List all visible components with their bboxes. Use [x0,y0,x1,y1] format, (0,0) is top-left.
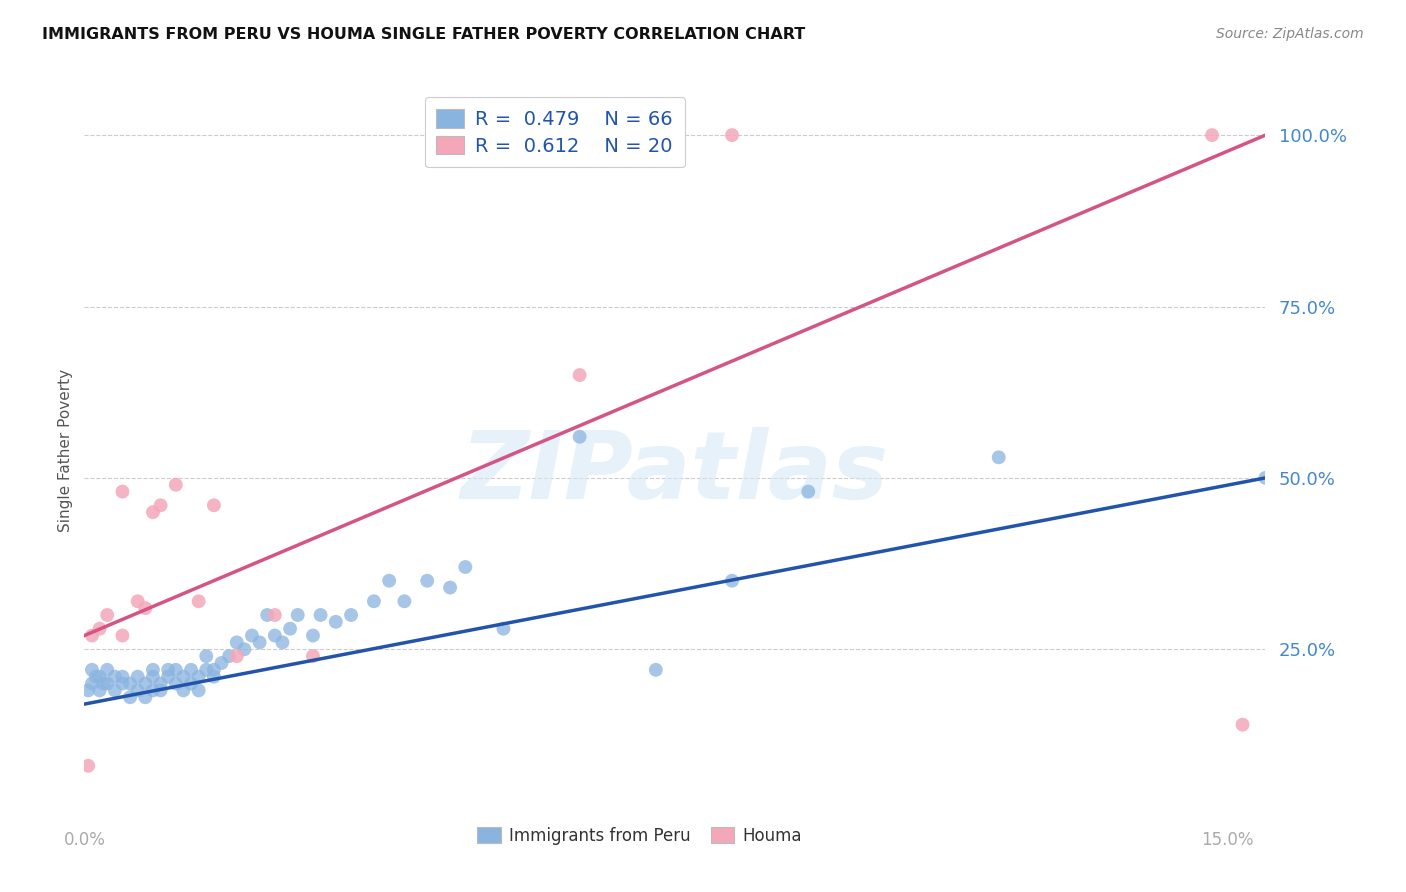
Point [89,622,111,636]
Point [278,622,301,636]
Point [111,484,134,499]
Point [104,683,127,698]
Point [1232,717,1254,731]
Point [157,670,180,684]
Point [104,670,127,684]
Point [195,649,218,664]
Point [568,368,591,382]
Text: ZIPatlas: ZIPatlas [461,426,889,518]
Point [233,642,256,657]
Point [271,635,294,649]
Point [142,683,165,698]
Point [142,670,165,684]
Point [142,505,165,519]
Point [84,670,107,684]
Point [721,574,744,588]
Point [134,601,156,615]
Point [302,628,325,642]
Point [454,560,477,574]
Point [180,676,202,690]
Point [256,607,278,622]
Y-axis label: Single Father Poverty: Single Father Poverty [58,369,73,532]
Point [77,759,100,773]
Point [721,128,744,142]
Point [218,649,240,664]
Point [77,683,100,698]
Point [165,663,187,677]
Point [96,607,118,622]
Point [240,628,263,642]
Point [202,663,225,677]
Point [394,594,416,608]
Point [96,676,118,690]
Point [120,676,142,690]
Point [797,484,820,499]
Point [211,656,233,670]
Point [111,628,134,642]
Point [225,635,247,649]
Point [172,670,194,684]
Point [363,594,385,608]
Point [80,663,103,677]
Point [644,663,666,677]
Point [249,635,271,649]
Point [149,498,172,512]
Point [111,670,134,684]
Point [127,670,149,684]
Point [202,670,225,684]
Point [187,670,209,684]
Point [195,663,218,677]
Point [225,649,247,664]
Point [149,676,172,690]
Point [96,663,118,677]
Point [416,574,439,588]
Point [202,498,225,512]
Point [187,683,209,698]
Point [309,607,332,622]
Legend: Immigrants from Peru, Houma: Immigrants from Peru, Houma [468,818,810,853]
Point [180,663,202,677]
Point [165,676,187,690]
Point [127,594,149,608]
Point [568,430,591,444]
Point [439,581,461,595]
Point [134,676,156,690]
Point [93,676,115,690]
Point [142,663,165,677]
Point [1254,471,1277,485]
Point [165,477,187,491]
Point [80,676,103,690]
Point [111,676,134,690]
Point [134,690,156,705]
Point [89,683,111,698]
Text: Source: ZipAtlas.com: Source: ZipAtlas.com [1216,27,1364,41]
Point [1201,128,1223,142]
Point [378,574,401,588]
Point [187,594,209,608]
Point [172,683,194,698]
Text: IMMIGRANTS FROM PERU VS HOUMA SINGLE FATHER POVERTY CORRELATION CHART: IMMIGRANTS FROM PERU VS HOUMA SINGLE FAT… [42,27,806,42]
Point [263,628,285,642]
Point [987,450,1010,465]
Point [325,615,347,629]
Point [157,663,180,677]
Point [492,622,515,636]
Point [89,670,111,684]
Point [287,607,309,622]
Point [302,649,325,664]
Point [80,628,103,642]
Point [127,683,149,698]
Point [149,683,172,698]
Point [340,607,363,622]
Point [120,690,142,705]
Point [263,607,285,622]
